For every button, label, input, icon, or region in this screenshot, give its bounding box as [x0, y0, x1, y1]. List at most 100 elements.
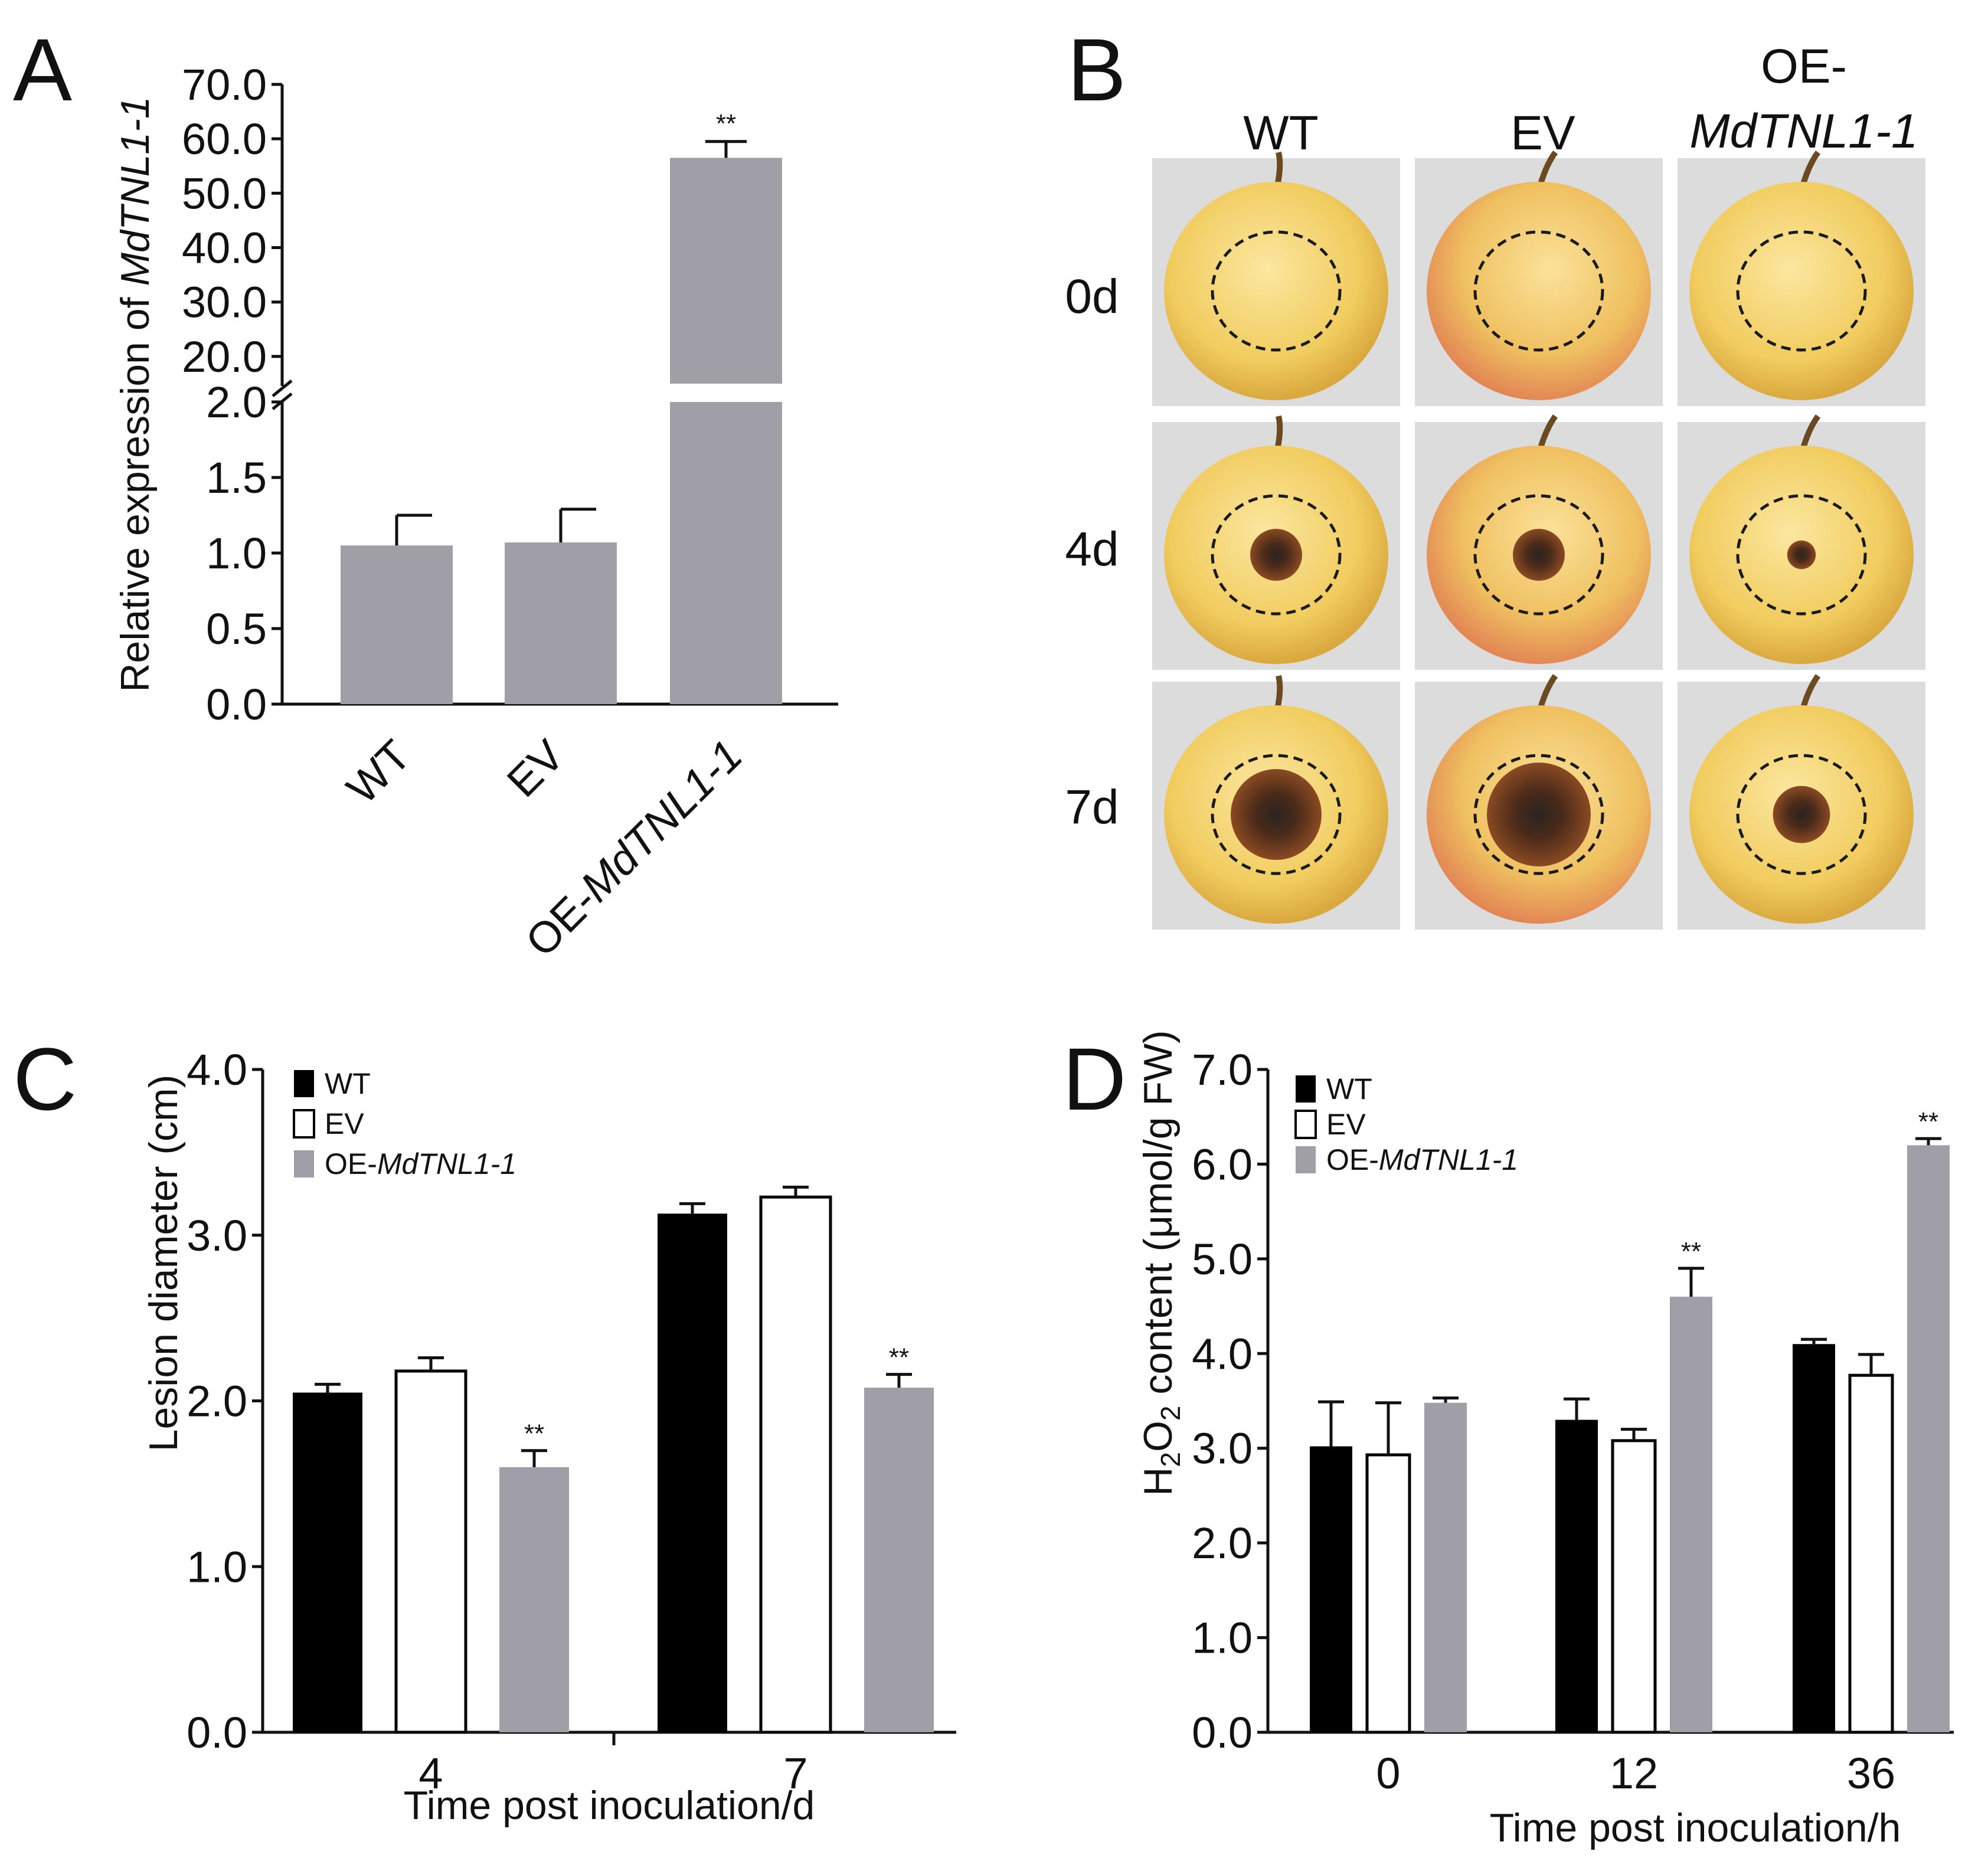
chart-d-bar: [1848, 1373, 1894, 1734]
chart-c-legend-label-prefix: EV: [325, 1107, 364, 1140]
apple-fruit: [1427, 182, 1651, 400]
chart-d-legend-swatch: [1294, 1110, 1317, 1139]
chart-a-expression: Relative expression of MdTNL1-1 0.0 0.5 1.…: [113, 60, 838, 966]
chart-c-legend-swatch: [294, 1070, 314, 1097]
photo-row-label-7d: 7d: [1065, 780, 1119, 834]
apple-lesion: [1250, 529, 1302, 581]
chart-d-ylabel-rest: content (μmol/g FW): [1136, 1030, 1181, 1405]
apple-dashed-circle: [1736, 754, 1867, 875]
apple-dashed-circle: [1211, 494, 1342, 616]
chart-a-ytick-label: 2.0: [206, 378, 267, 427]
chart-c-legend-swatch: [293, 1109, 315, 1139]
apple-dashed-circle: [1736, 494, 1867, 616]
chart-c-legend-label: OE-MdTNL1-1: [325, 1147, 516, 1180]
chart-a-ytick-label: 0.5: [206, 604, 267, 653]
chart-d-ylabel-o: O: [1136, 1421, 1181, 1452]
chart-c-bar: [293, 1392, 362, 1732]
chart-d-bar: [1555, 1419, 1598, 1732]
chart-d-legend-label: OE-MdTNL1-1: [1326, 1143, 1518, 1176]
photo-col-label-ev: EV: [1510, 106, 1575, 160]
chart-c-bar: [499, 1467, 569, 1732]
photo-row-label-4d: 4d: [1065, 522, 1119, 576]
chart-a-bar-lower-segment: [670, 402, 782, 704]
chart-a-ytick-label: 0.0: [206, 680, 267, 729]
chart-d-ytick-label: 2.0: [1192, 1519, 1253, 1568]
apple-lesion: [1773, 786, 1830, 843]
chart-d-significance: **: [1681, 1237, 1701, 1266]
apple-fruit: [1689, 182, 1914, 400]
chart-c-significance: **: [524, 1419, 544, 1448]
chart-d-xtick-label: 12: [1610, 1749, 1658, 1798]
chart-a-ytick-label: 20.0: [182, 332, 267, 381]
chart-d-bar: [1365, 1453, 1411, 1734]
apple-dashed-circle: [1736, 230, 1867, 352]
chart-a-category-label: EV: [498, 730, 574, 806]
chart-d-ylabel-sub2: 2: [1155, 1406, 1186, 1421]
chart-c-ylabel: Lesion diameter (cm): [141, 1075, 186, 1452]
chart-c-bar: [759, 1195, 832, 1734]
chart-d-legend-label-prefix: OE-: [1326, 1143, 1379, 1176]
chart-a-ytick-label: 60.0: [182, 115, 267, 163]
apple-lesion: [1231, 769, 1322, 860]
chart-d-xtick-label: 0: [1376, 1749, 1400, 1798]
chart-d-legend-label-prefix: EV: [1326, 1108, 1366, 1141]
chart-a-ylabel: Relative expression of MdTNL1-1: [113, 96, 158, 692]
chart-c-ytick-label: 3.0: [187, 1211, 247, 1260]
apple-fruit: [1164, 182, 1388, 400]
apple-lesion: [1513, 529, 1565, 581]
chart-a-ytick-label: 30.0: [182, 278, 267, 327]
photo-col-label-oe-gene: MdTNL1-1: [1689, 104, 1918, 158]
chart-a-category-prefix: WT: [337, 731, 420, 813]
chart-a-axis-break-mark: [272, 380, 293, 397]
photo-panel-b: WT EV OE- MdTNL1-1 0d 4d 7d: [1065, 40, 1925, 930]
apple-dashed-circle: [1211, 754, 1342, 875]
chart-c-xtick-label: 7: [783, 1749, 807, 1798]
chart-d-legend-label-prefix: WT: [1326, 1072, 1372, 1105]
chart-d-legend-label-gene: MdTNL1-1: [1379, 1143, 1518, 1176]
photo-col-label-oe-prefix: OE-: [1761, 40, 1847, 93]
chart-c-ytick-label: 4.0: [187, 1045, 247, 1094]
chart-d-ytick-label: 5.0: [1192, 1235, 1253, 1284]
chart-d-ylabel: H2O2 content (μmol/g FW): [1136, 1030, 1186, 1496]
chart-c-significance: **: [889, 1343, 909, 1372]
chart-d-ytick-label: 1.0: [1192, 1614, 1253, 1663]
chart-d-significance: **: [1918, 1107, 1938, 1136]
chart-a-ylabel-prefix: Relative expression of: [113, 286, 158, 692]
chart-a-ytick-label: 1.0: [206, 529, 267, 578]
chart-d-bar: [1310, 1446, 1352, 1732]
chart-d-bar: [1907, 1145, 1950, 1732]
apple-dashed-circle: [1473, 494, 1604, 616]
panel-label-d: D: [1062, 1029, 1126, 1128]
chart-a-ylabel-gene: MdTNL1-1: [113, 96, 158, 286]
chart-d-bar: [1424, 1402, 1467, 1732]
chart-d-ytick-label: 0.0: [1192, 1708, 1253, 1757]
chart-d-bar: [1670, 1297, 1712, 1732]
apple-dashed-circle: [1473, 230, 1604, 352]
chart-c-legend-label-gene: MdTNL1-1: [377, 1147, 516, 1180]
chart-c-ytick-label: 2.0: [187, 1377, 247, 1426]
panel-label-a: A: [13, 20, 72, 119]
chart-c-legend-label: EV: [325, 1107, 364, 1140]
apple-lesion: [1787, 540, 1816, 570]
photo-col-label-wt: WT: [1243, 106, 1318, 160]
photo-row-label-0d: 0d: [1065, 270, 1119, 323]
chart-c-bar: [864, 1388, 934, 1732]
chart-c-ytick-label: 0.0: [187, 1708, 247, 1757]
chart-d-h2o2: H2O2 content (μmol/g FW) Time post inocu…: [1136, 1030, 1954, 1850]
chart-a-ytick-label: 1.5: [206, 453, 267, 502]
chart-a-ytick-label: 70.0: [182, 60, 267, 109]
chart-d-ytick-label: 7.0: [1192, 1045, 1253, 1094]
chart-d-xtick-label: 36: [1847, 1749, 1895, 1798]
chart-d-legend-swatch: [1296, 1075, 1316, 1103]
chart-d-bar: [1611, 1439, 1657, 1734]
chart-a-ytick-label: 40.0: [182, 224, 267, 273]
chart-a-bar: [505, 542, 617, 704]
chart-c-ytick-label: 1.0: [187, 1542, 247, 1591]
chart-d-ytick-label: 3.0: [1192, 1424, 1253, 1473]
chart-d-ylabel-h: H: [1136, 1467, 1181, 1496]
apple-dashed-circle: [1211, 230, 1342, 352]
chart-d-ylabel-sub1: 2: [1155, 1452, 1186, 1467]
chart-d-bar: [1793, 1344, 1835, 1732]
chart-c-xlabel: Time post inoculation/d: [404, 1783, 815, 1828]
